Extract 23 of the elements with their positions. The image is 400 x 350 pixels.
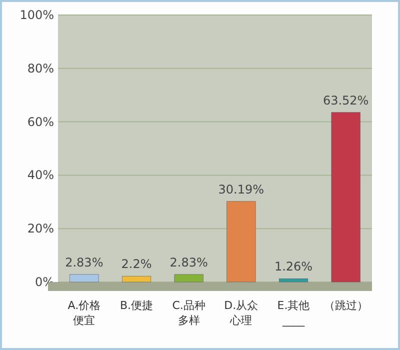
bar bbox=[122, 276, 152, 282]
y-tick-label: 100% bbox=[20, 8, 54, 22]
bar bbox=[226, 201, 256, 282]
y-tick-label: 60% bbox=[27, 114, 54, 129]
bar bbox=[174, 274, 204, 282]
bar bbox=[331, 112, 360, 282]
x-tick-label: （跳过） bbox=[324, 299, 368, 312]
data-label: 2.83% bbox=[170, 255, 208, 270]
y-tick-label: 40% bbox=[27, 168, 54, 182]
x-tick-label: B.便捷 bbox=[120, 299, 154, 312]
bar bbox=[278, 278, 308, 282]
y-tick-label: 80% bbox=[27, 61, 54, 76]
data-label: 30.19% bbox=[218, 182, 264, 196]
x-tick-label: C.品种多样 bbox=[172, 299, 206, 327]
data-label: 2.83% bbox=[65, 255, 104, 270]
x-tick-label: A.价格便宜 bbox=[68, 299, 101, 327]
y-tick-label: 20% bbox=[27, 222, 54, 236]
data-label: 1.26% bbox=[274, 260, 313, 274]
x-tick-label: D.从众心理 bbox=[224, 299, 258, 327]
x-tick-label: E.其他____ bbox=[277, 299, 310, 327]
data-label: 63.52% bbox=[322, 93, 369, 108]
data-label: 2.2% bbox=[121, 257, 152, 272]
bar bbox=[70, 274, 99, 282]
